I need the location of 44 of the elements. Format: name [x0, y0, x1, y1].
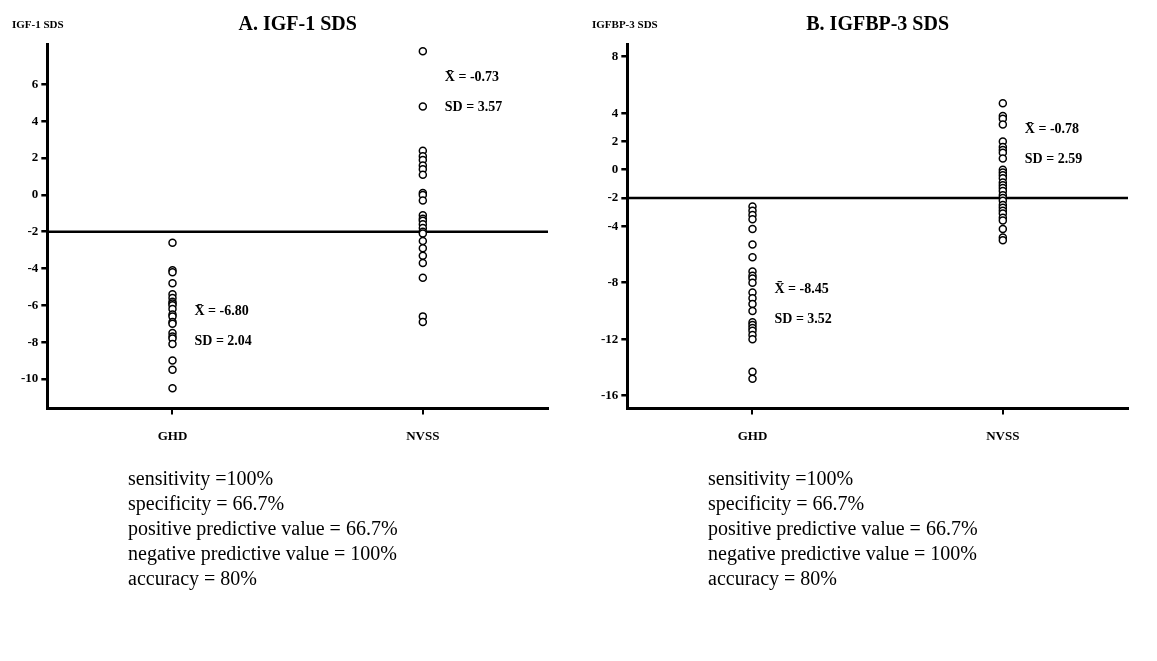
- x-tick-label: NVSS: [406, 427, 440, 443]
- y-tick-label: -2: [27, 223, 39, 239]
- y-tick-label: -10: [20, 370, 39, 386]
- annotation: SD = 3.57: [444, 99, 503, 115]
- y-tick-label: 8: [611, 48, 619, 64]
- text: accuracy = 80%: [128, 566, 258, 591]
- text: positive predictive value = 66.7%: [128, 516, 399, 541]
- y-axis-title: IGF-1 SDS: [12, 18, 64, 30]
- text: sensitivity =100%: [708, 466, 855, 491]
- y-tick-label: -8: [27, 333, 39, 349]
- text: negative predictive value = 100%: [708, 541, 978, 566]
- text: positive predictive value = 66.7%: [708, 516, 979, 541]
- y-tick-label: 6: [31, 75, 39, 91]
- y-tick-label: -4: [607, 217, 619, 233]
- y-tick-label: 0: [31, 186, 39, 202]
- x-tick-label: GHD: [737, 427, 768, 443]
- text: specificity = 66.7%: [128, 491, 286, 516]
- y-tick-label: 0: [611, 161, 619, 177]
- y-tick-label: 4: [611, 104, 619, 120]
- x-tick-label: GHD: [157, 427, 188, 443]
- chart-title: A. IGF-1 SDS: [238, 12, 357, 34]
- y-tick-label: -8: [607, 274, 619, 290]
- annotation: X̄ = -6.80: [194, 303, 249, 319]
- annotation: SD = 2.04: [194, 333, 252, 349]
- y-tick-label: -4: [27, 259, 39, 275]
- text: sensitivity =100%: [128, 466, 275, 491]
- annotation: SD = 2.59: [1024, 151, 1083, 167]
- y-tick-label: -12: [600, 330, 619, 346]
- x-tick-label: NVSS: [986, 427, 1020, 443]
- chart-title: B. IGFBP-3 SDS: [806, 12, 950, 34]
- annotation: X̄ = -0.73: [444, 69, 500, 85]
- y-tick-label: 4: [31, 112, 39, 128]
- y-axis-title: IGFBP-3 SDS: [592, 18, 658, 30]
- text: negative predictive value = 100%: [128, 541, 398, 566]
- y-tick-label: 2: [611, 132, 619, 148]
- text: accuracy = 80%: [708, 566, 838, 591]
- y-tick-label: 2: [31, 149, 39, 165]
- y-tick-label: -16: [600, 387, 619, 403]
- y-tick-label: -6: [27, 296, 39, 312]
- annotation: X̄ = -0.78: [1024, 121, 1080, 137]
- y-tick-label: -2: [607, 189, 619, 205]
- text: specificity = 66.7%: [708, 491, 866, 516]
- annotation: SD = 3.52: [774, 310, 832, 326]
- annotation: X̄ = -8.45: [774, 280, 829, 296]
